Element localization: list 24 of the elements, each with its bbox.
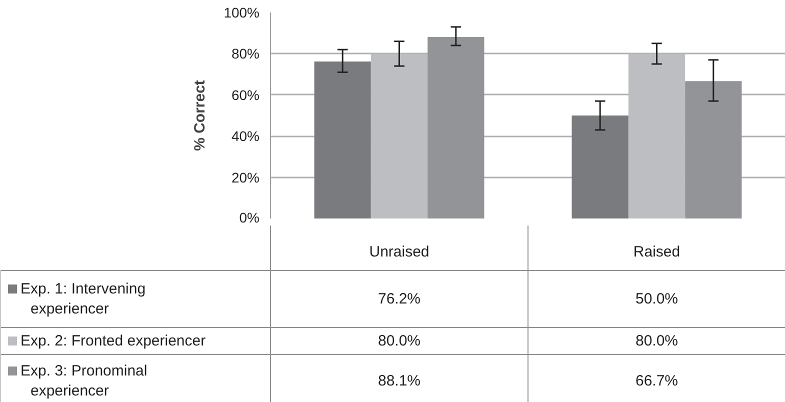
y-tick-label: 60% bbox=[231, 86, 260, 103]
bar bbox=[628, 54, 686, 218]
bar bbox=[572, 116, 628, 218]
y-tick-label: 40% bbox=[231, 128, 260, 144]
legend-label: Exp. 1: Intervening experiencer bbox=[20, 280, 146, 318]
bar bbox=[314, 62, 371, 218]
data-label: 66.7% bbox=[635, 372, 678, 390]
y-tick-label: 0% bbox=[239, 210, 260, 226]
bar bbox=[428, 37, 484, 218]
data-label: 50.0% bbox=[635, 290, 678, 308]
bar bbox=[685, 81, 742, 218]
x-tick-label: Raised bbox=[633, 244, 680, 260]
x-tick-label: Unraised bbox=[369, 244, 430, 260]
bar bbox=[370, 54, 428, 218]
y-tick-label: 100% bbox=[224, 4, 260, 20]
legend-label: Exp. 2: Fronted experiencer bbox=[20, 332, 206, 350]
y-tick-label: 80% bbox=[231, 46, 260, 62]
legend-label: Exp. 3: Pronominal experiencer bbox=[20, 362, 148, 400]
y-tick-label: 20% bbox=[231, 169, 260, 186]
data-label: 80.0% bbox=[635, 332, 678, 350]
data-label: 80.0% bbox=[378, 332, 421, 350]
data-label: 88.1% bbox=[378, 372, 421, 390]
data-label: 76.2% bbox=[378, 290, 421, 308]
y-axis-title: % Correct bbox=[192, 80, 209, 151]
